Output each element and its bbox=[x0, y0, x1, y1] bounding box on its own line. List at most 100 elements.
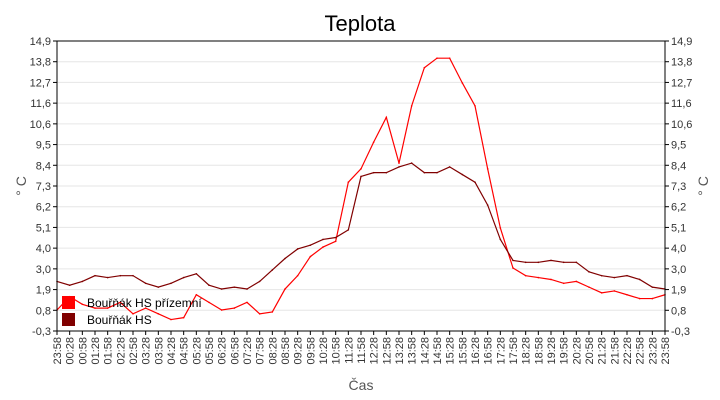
x-tick-label: 01:28 bbox=[90, 337, 102, 365]
data-point bbox=[360, 175, 362, 178]
data-point bbox=[486, 204, 489, 206]
legend: Bouřňák HS přízemní Bouřňák HS bbox=[62, 296, 202, 327]
x-tick-label: 03:58 bbox=[153, 337, 165, 365]
x-tick-label: 05:58 bbox=[204, 337, 216, 365]
data-point bbox=[182, 276, 185, 279]
y-tick-label-right: 6,2 bbox=[671, 202, 686, 214]
x-tick-label: 10:28 bbox=[318, 337, 330, 365]
data-point bbox=[474, 181, 476, 183]
y-tick-label-left: 3,0 bbox=[36, 264, 51, 276]
y-tick-label-right: 9,5 bbox=[671, 140, 686, 152]
x-tick-label: 16:28 bbox=[470, 337, 482, 365]
data-point bbox=[296, 248, 299, 250]
data-point bbox=[208, 301, 210, 304]
data-point bbox=[258, 280, 261, 283]
data-point bbox=[613, 276, 616, 279]
x-tick-label: 23:58 bbox=[660, 337, 672, 365]
data-point bbox=[195, 293, 198, 296]
y-tick-label-right: 14,9 bbox=[671, 36, 692, 48]
x-tick-label: 09:58 bbox=[305, 337, 317, 365]
data-point bbox=[81, 303, 84, 306]
data-point bbox=[208, 284, 210, 287]
data-point bbox=[334, 236, 337, 239]
data-point bbox=[246, 301, 248, 304]
x-tick-label: 00:28 bbox=[65, 337, 77, 365]
data-point bbox=[588, 271, 590, 273]
data-point bbox=[220, 309, 223, 311]
x-axis-label: Čas bbox=[349, 377, 374, 393]
data-point bbox=[347, 181, 350, 183]
y-tick-label-right: 8,4 bbox=[671, 160, 686, 172]
data-point bbox=[347, 229, 350, 231]
data-point bbox=[233, 286, 236, 288]
x-tick-label: 14:28 bbox=[419, 337, 431, 365]
x-tick-label: 01:58 bbox=[103, 337, 115, 365]
data-point bbox=[588, 286, 590, 288]
y-tick-label-right: 11,6 bbox=[671, 98, 692, 110]
data-point bbox=[360, 168, 362, 170]
chart-title: Teplota bbox=[325, 11, 397, 36]
data-point bbox=[461, 173, 464, 176]
y-tick-label-right: 1,9 bbox=[671, 285, 686, 297]
x-tick-label: 13:28 bbox=[394, 337, 406, 365]
x-tick-label: 12:28 bbox=[369, 337, 381, 365]
y-tick-label-right: 10,6 bbox=[671, 119, 692, 131]
data-point bbox=[562, 261, 565, 264]
x-tick-label: 23:58 bbox=[52, 337, 64, 365]
data-point bbox=[550, 259, 552, 262]
data-point bbox=[170, 282, 172, 285]
data-point bbox=[461, 82, 464, 84]
data-point bbox=[246, 288, 248, 290]
x-tick-label: 10:58 bbox=[331, 337, 343, 365]
data-point bbox=[600, 274, 603, 277]
data-point bbox=[106, 276, 109, 279]
data-point bbox=[233, 307, 236, 309]
x-tick-label: 21:28 bbox=[597, 337, 609, 365]
y-axis-label-right: ° C bbox=[695, 176, 711, 196]
data-point bbox=[132, 274, 134, 277]
series-bouřňák-hs-prizemni bbox=[56, 57, 666, 321]
x-tick-label: 21:58 bbox=[609, 337, 621, 365]
y-tick-label-left: 12,7 bbox=[30, 77, 51, 89]
data-point bbox=[524, 261, 527, 264]
x-tick-label: 22:28 bbox=[622, 337, 634, 365]
data-point bbox=[626, 293, 628, 296]
y-tick-label-right: 3,0 bbox=[671, 264, 686, 276]
data-point bbox=[575, 261, 578, 264]
x-tick-label: 03:28 bbox=[141, 337, 153, 365]
x-tick-label: 18:28 bbox=[521, 337, 533, 365]
data-point bbox=[68, 284, 71, 287]
y-tick-label-left: 1,9 bbox=[36, 285, 51, 297]
data-point bbox=[322, 246, 324, 248]
legend-label: Bouřňák HS bbox=[87, 313, 152, 327]
x-tick-label: 05:28 bbox=[191, 337, 203, 365]
data-point bbox=[258, 313, 261, 315]
y-tick-label-left: 9,5 bbox=[36, 140, 51, 152]
x-tick-label: 18:58 bbox=[533, 337, 545, 365]
data-point bbox=[132, 313, 134, 315]
data-point bbox=[309, 255, 312, 258]
x-tick-label: 13:58 bbox=[407, 337, 419, 365]
x-tick-label: 02:58 bbox=[128, 337, 140, 365]
x-tick-label: 04:58 bbox=[179, 337, 191, 365]
y-tick-label-right: 4,0 bbox=[671, 243, 686, 255]
x-tick-label: 19:28 bbox=[546, 337, 558, 365]
data-point bbox=[271, 311, 274, 313]
y-tick-label-left: 5,1 bbox=[36, 222, 51, 234]
data-point bbox=[537, 276, 540, 279]
data-point bbox=[474, 105, 476, 107]
x-tick-label: 06:28 bbox=[217, 337, 229, 365]
x-tick-label: 11:28 bbox=[343, 337, 355, 364]
y-tick-label-right: 12,7 bbox=[671, 77, 692, 89]
data-point bbox=[613, 290, 616, 292]
data-point bbox=[562, 282, 565, 285]
x-tick-label: 15:28 bbox=[445, 337, 457, 365]
y-axis-label-left: ° C bbox=[13, 176, 29, 196]
x-tick-label: 12:58 bbox=[381, 337, 393, 365]
x-tick-label: 09:28 bbox=[293, 337, 305, 365]
data-point bbox=[309, 244, 312, 246]
x-tick-label: 07:28 bbox=[242, 337, 254, 365]
x-tick-label: 20:58 bbox=[584, 337, 596, 365]
x-tick-label: 14:58 bbox=[432, 337, 444, 365]
x-tick-label: 15:58 bbox=[457, 337, 469, 365]
